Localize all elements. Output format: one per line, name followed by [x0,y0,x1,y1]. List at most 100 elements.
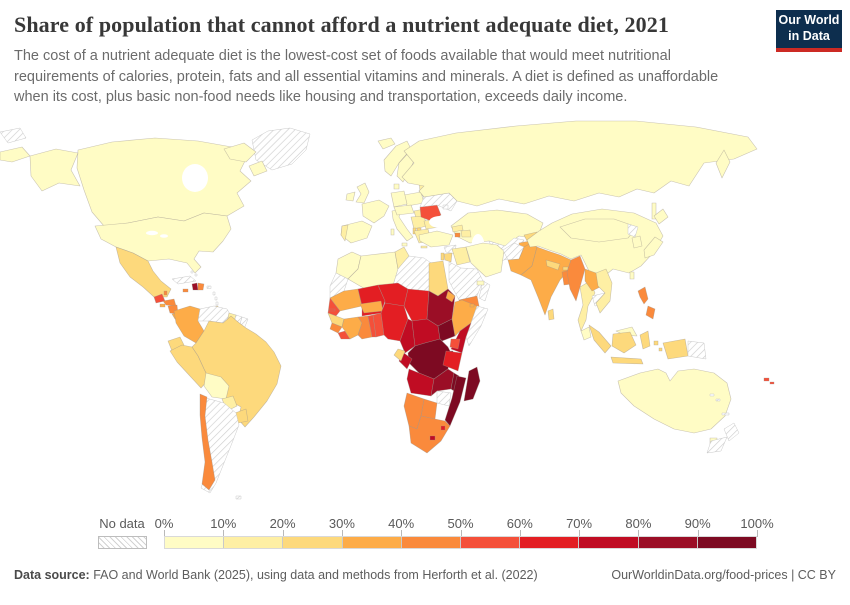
country-indonesia-moluccas[interactable] [653,340,659,346]
country-new-caledonia[interactable] [721,412,730,416]
country-papua-new-guinea[interactable] [687,340,707,360]
country-bahamas[interactable] [194,273,198,277]
country-canada[interactable] [223,142,257,163]
country-lesser-antilles[interactable] [214,296,218,301]
country-portugal[interactable] [340,224,349,242]
country-south-africa[interactable] [408,415,451,454]
legend-bin-50-60%[interactable] [461,537,521,548]
country-dominican-republic[interactable] [197,282,205,291]
country-gabon[interactable] [393,348,406,362]
country-sri-lanka[interactable] [547,308,555,321]
legend-bin-0-10%[interactable] [165,537,225,548]
country-indonesia-borneo[interactable] [611,331,637,354]
country-bahamas[interactable] [190,270,194,274]
country-nepal[interactable] [545,259,561,271]
country-belize[interactable] [163,290,168,296]
country-zimbabwe[interactable] [436,390,452,407]
country-tanzania[interactable] [442,350,463,372]
country-jamaica[interactable] [182,288,189,293]
country-central-europe[interactable] [393,204,415,216]
country-taiwan[interactable] [629,271,635,280]
legend-bin-80-90%[interactable] [638,537,698,548]
country-south-korea[interactable] [631,235,643,249]
country-chile[interactable] [199,393,216,491]
credit-link[interactable]: OurWorldinData.org/food-prices | CC BY [611,568,836,582]
country-uae[interactable] [476,280,485,286]
country-iraq[interactable] [451,246,471,266]
country-lesotho[interactable] [429,435,436,441]
country-lesser-antilles[interactable] [215,301,219,306]
country-france[interactable] [361,199,390,224]
country-canada[interactable] [76,137,252,227]
legend-bin-20-30%[interactable] [283,537,343,548]
legend-bin-60-70%[interactable] [520,537,580,548]
country-azerbaijan[interactable] [460,229,472,238]
country-united-kingdom[interactable] [355,182,370,204]
country-russia-kamchatka[interactable] [715,149,731,179]
country-solomon-islands[interactable] [709,393,715,397]
country-italy-sardinia[interactable] [390,228,395,236]
country-indonesia-sulawesi[interactable] [639,330,651,350]
country-indonesia-moluccas[interactable] [658,347,663,352]
country-new-zealand[interactable] [706,436,728,454]
country-russia-fragment[interactable] [0,146,31,163]
no-data-swatch[interactable] [98,536,147,549]
legend-bin-70-80%[interactable] [579,537,639,548]
country-indonesia-sumatra[interactable] [588,324,612,354]
country-germany[interactable] [390,190,408,208]
country-bhutan[interactable] [562,266,569,271]
country-chad[interactable] [403,288,430,322]
country-malaysia[interactable] [580,326,592,341]
country-falkland-islands[interactable] [235,495,242,500]
country-new-zealand[interactable] [723,422,740,442]
country-japan[interactable] [643,236,664,259]
country-denmark[interactable] [393,183,400,190]
country-jordan[interactable] [443,252,453,263]
country-israel[interactable] [440,252,445,261]
country-arctic-islands[interactable] [0,127,27,144]
country-eswatini[interactable] [440,425,446,431]
country-russia[interactable] [401,120,758,207]
legend-bin-90-100%[interactable] [697,537,757,548]
country-philippines[interactable] [637,286,649,305]
country-nigeria[interactable] [380,302,409,342]
country-ecuador[interactable] [167,336,185,352]
country-turkey[interactable] [418,230,454,248]
country-gambia[interactable] [328,308,336,312]
legend-bin-40-50%[interactable] [401,537,462,548]
country-djibouti[interactable] [469,303,475,308]
country-japan[interactable] [653,208,669,225]
legend-bin-10-20%[interactable] [224,537,284,548]
country-saudi-arabia[interactable] [448,261,484,301]
country-iran[interactable] [465,242,505,278]
country-mexico[interactable] [115,246,172,298]
country-australia[interactable] [617,368,732,434]
legend-color-bar[interactable] [164,536,757,549]
country-philippines[interactable] [645,305,656,320]
country-russia-sakhalin[interactable] [651,202,657,220]
country-south-sudan[interactable] [437,318,456,342]
legend-bin-30-40%[interactable] [342,537,402,548]
country-norway[interactable] [383,140,412,177]
country-iceland[interactable] [377,137,396,150]
country-lesser-antilles[interactable] [212,291,216,296]
country-greece-crete[interactable] [420,245,428,249]
country-oman[interactable] [478,280,491,302]
country-italy-sicily[interactable] [401,242,408,247]
country-moldova[interactable] [442,204,449,210]
country-canada[interactable] [248,160,268,177]
country-indonesia-java[interactable] [610,356,644,365]
country-alaska[interactable] [29,148,81,192]
country-armenia[interactable] [454,232,461,238]
country-haiti[interactable] [191,282,199,291]
country-vietnam[interactable] [595,268,613,314]
country-ireland[interactable] [345,191,356,202]
country-madagascar[interactable] [463,366,481,402]
country-georgia[interactable] [451,224,464,233]
country-cuba[interactable] [171,275,197,285]
country-indonesia-papua[interactable] [662,338,689,360]
country-eritrea[interactable] [445,290,456,303]
country-myanmar[interactable] [566,255,586,302]
country-solomon-islands[interactable] [715,398,721,402]
country-el-salvador[interactable] [159,303,166,308]
